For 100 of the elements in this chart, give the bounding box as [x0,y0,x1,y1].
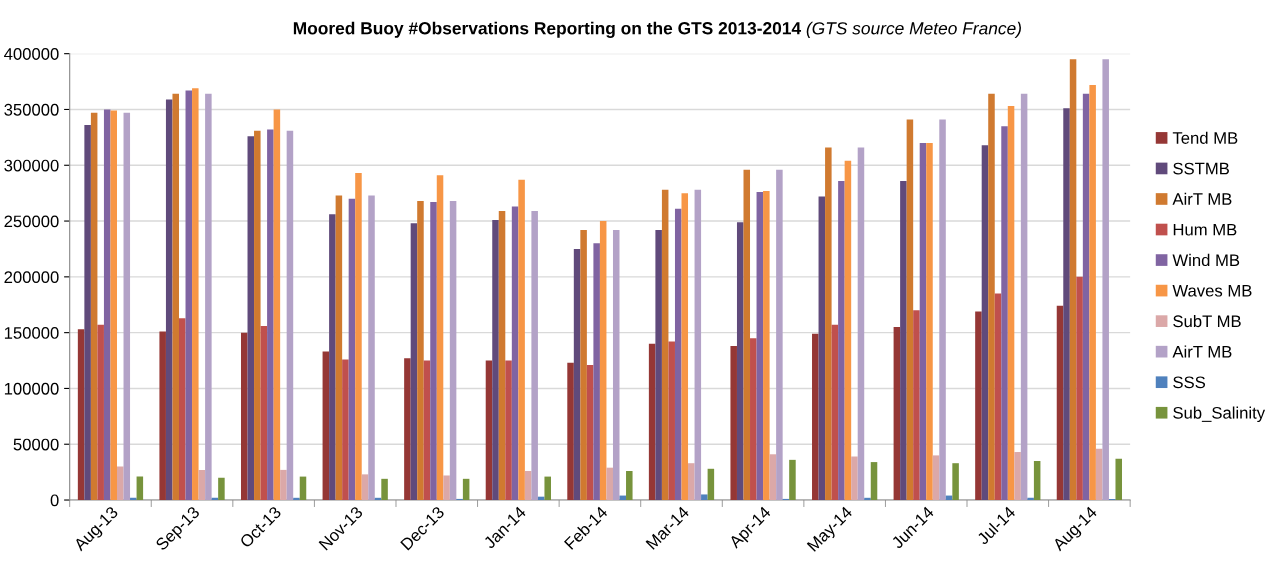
bar [994,293,1002,501]
bar [136,476,144,501]
bar [952,463,959,501]
bar [443,475,450,501]
bar [1027,497,1034,501]
bar [247,136,255,501]
bar [1056,305,1064,501]
bar [789,459,796,501]
y-tick-label: 150000 [4,327,59,339]
bar [159,331,166,501]
bar [599,221,607,501]
legend-label: SubT MB [1173,314,1241,328]
bar [900,180,907,501]
bar [423,360,431,501]
y-tick-label: 300000 [4,159,59,172]
bar [1033,460,1041,501]
bar [870,462,878,501]
bar [606,467,613,501]
bar [505,360,512,501]
bar [322,351,330,501]
bar [864,497,871,501]
bar [381,478,388,501]
bar [1063,108,1070,501]
bar [975,311,982,501]
bar [1115,458,1123,501]
bar [286,130,294,501]
bar [1082,93,1090,501]
bar [926,142,933,501]
chart-subtitle: (GTS source Meteo France) [806,21,1021,38]
y-tick-label: 250000 [4,215,59,228]
bar [668,341,675,501]
bar [648,343,656,501]
bar [531,211,538,501]
bar [511,206,519,501]
bar [567,362,574,501]
legend-label: AirT MB [1172,192,1232,205]
bar [612,229,620,501]
bar [573,248,581,501]
bar [205,93,212,501]
bar [812,333,819,501]
bar [851,456,858,501]
bar [198,469,206,501]
bar [593,243,600,501]
bar [123,112,131,501]
bar [939,119,946,501]
bar [743,169,751,501]
bar [544,476,551,501]
bar [342,359,349,501]
chart-title: Moored Buoy #Observations Reporting on the GTS 2013-2014 [293,21,802,38]
bar [1102,59,1109,501]
bar [586,365,594,501]
bar [1020,93,1028,501]
bar [117,466,124,501]
bar [688,463,695,501]
bar [329,214,336,501]
y-tick-label: 200000 [4,271,59,284]
bar [1089,84,1096,501]
bar [103,109,111,501]
bar [524,471,532,501]
bar [580,229,587,501]
y-tick-label: 0 [50,494,59,507]
legend-label: Wind MB [1172,253,1240,267]
bar [404,358,411,501]
bar [626,471,633,501]
bar [818,196,826,501]
bar [674,208,682,501]
legend-label: Waves MB [1172,284,1252,297]
bar [293,497,300,501]
bar [240,332,248,501]
bar [130,497,137,501]
bar [498,211,506,501]
bar [776,169,783,501]
bar [361,474,369,501]
y-tick-label: 350000 [4,103,59,116]
bar [110,110,117,501]
bar [981,145,989,501]
legend-label: AirT MB [1172,345,1232,358]
legend-label: SSTMB [1173,162,1229,175]
bar [906,119,914,501]
bar [750,338,757,501]
bar [988,93,995,501]
bar [185,90,193,501]
bar [462,478,470,501]
bar [90,112,98,501]
bar [1007,106,1015,501]
bar [707,468,715,501]
bar [335,195,343,501]
bar [267,129,274,501]
y-tick-label: 50000 [13,438,59,451]
bar [1014,452,1021,501]
bar [736,222,744,501]
bar [1069,59,1077,501]
bar [218,477,225,501]
bar [254,130,261,501]
bar [355,173,362,501]
bar [410,223,418,501]
bar [260,325,268,501]
bar [769,454,777,501]
bar [179,318,186,501]
y-tick-label: 100000 [4,382,59,395]
